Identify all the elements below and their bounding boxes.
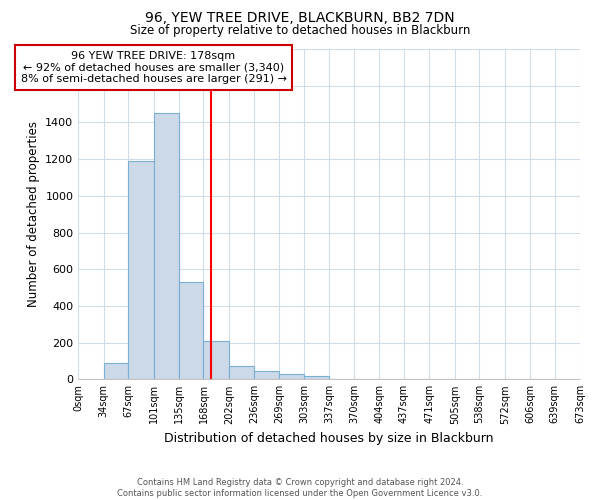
Bar (203, 341, 229, 380)
Bar (279, 374, 304, 380)
Text: Contains HM Land Registry data © Crown copyright and database right 2024.
Contai: Contains HM Land Registry data © Crown c… (118, 478, 482, 498)
Bar (229, 366, 254, 380)
Bar (179, 282, 203, 380)
Bar (304, 376, 329, 380)
Bar (128, 161, 154, 380)
Text: Size of property relative to detached houses in Blackburn: Size of property relative to detached ho… (130, 24, 470, 37)
Bar (104, 363, 128, 380)
Text: 96, YEW TREE DRIVE, BLACKBURN, BB2 7DN: 96, YEW TREE DRIVE, BLACKBURN, BB2 7DN (145, 11, 455, 25)
X-axis label: Distribution of detached houses by size in Blackburn: Distribution of detached houses by size … (164, 432, 494, 445)
Bar (154, 113, 179, 380)
Y-axis label: Number of detached properties: Number of detached properties (26, 121, 40, 307)
Bar (254, 371, 279, 380)
Text: 96 YEW TREE DRIVE: 178sqm
← 92% of detached houses are smaller (3,340)
8% of sem: 96 YEW TREE DRIVE: 178sqm ← 92% of detac… (20, 51, 287, 84)
